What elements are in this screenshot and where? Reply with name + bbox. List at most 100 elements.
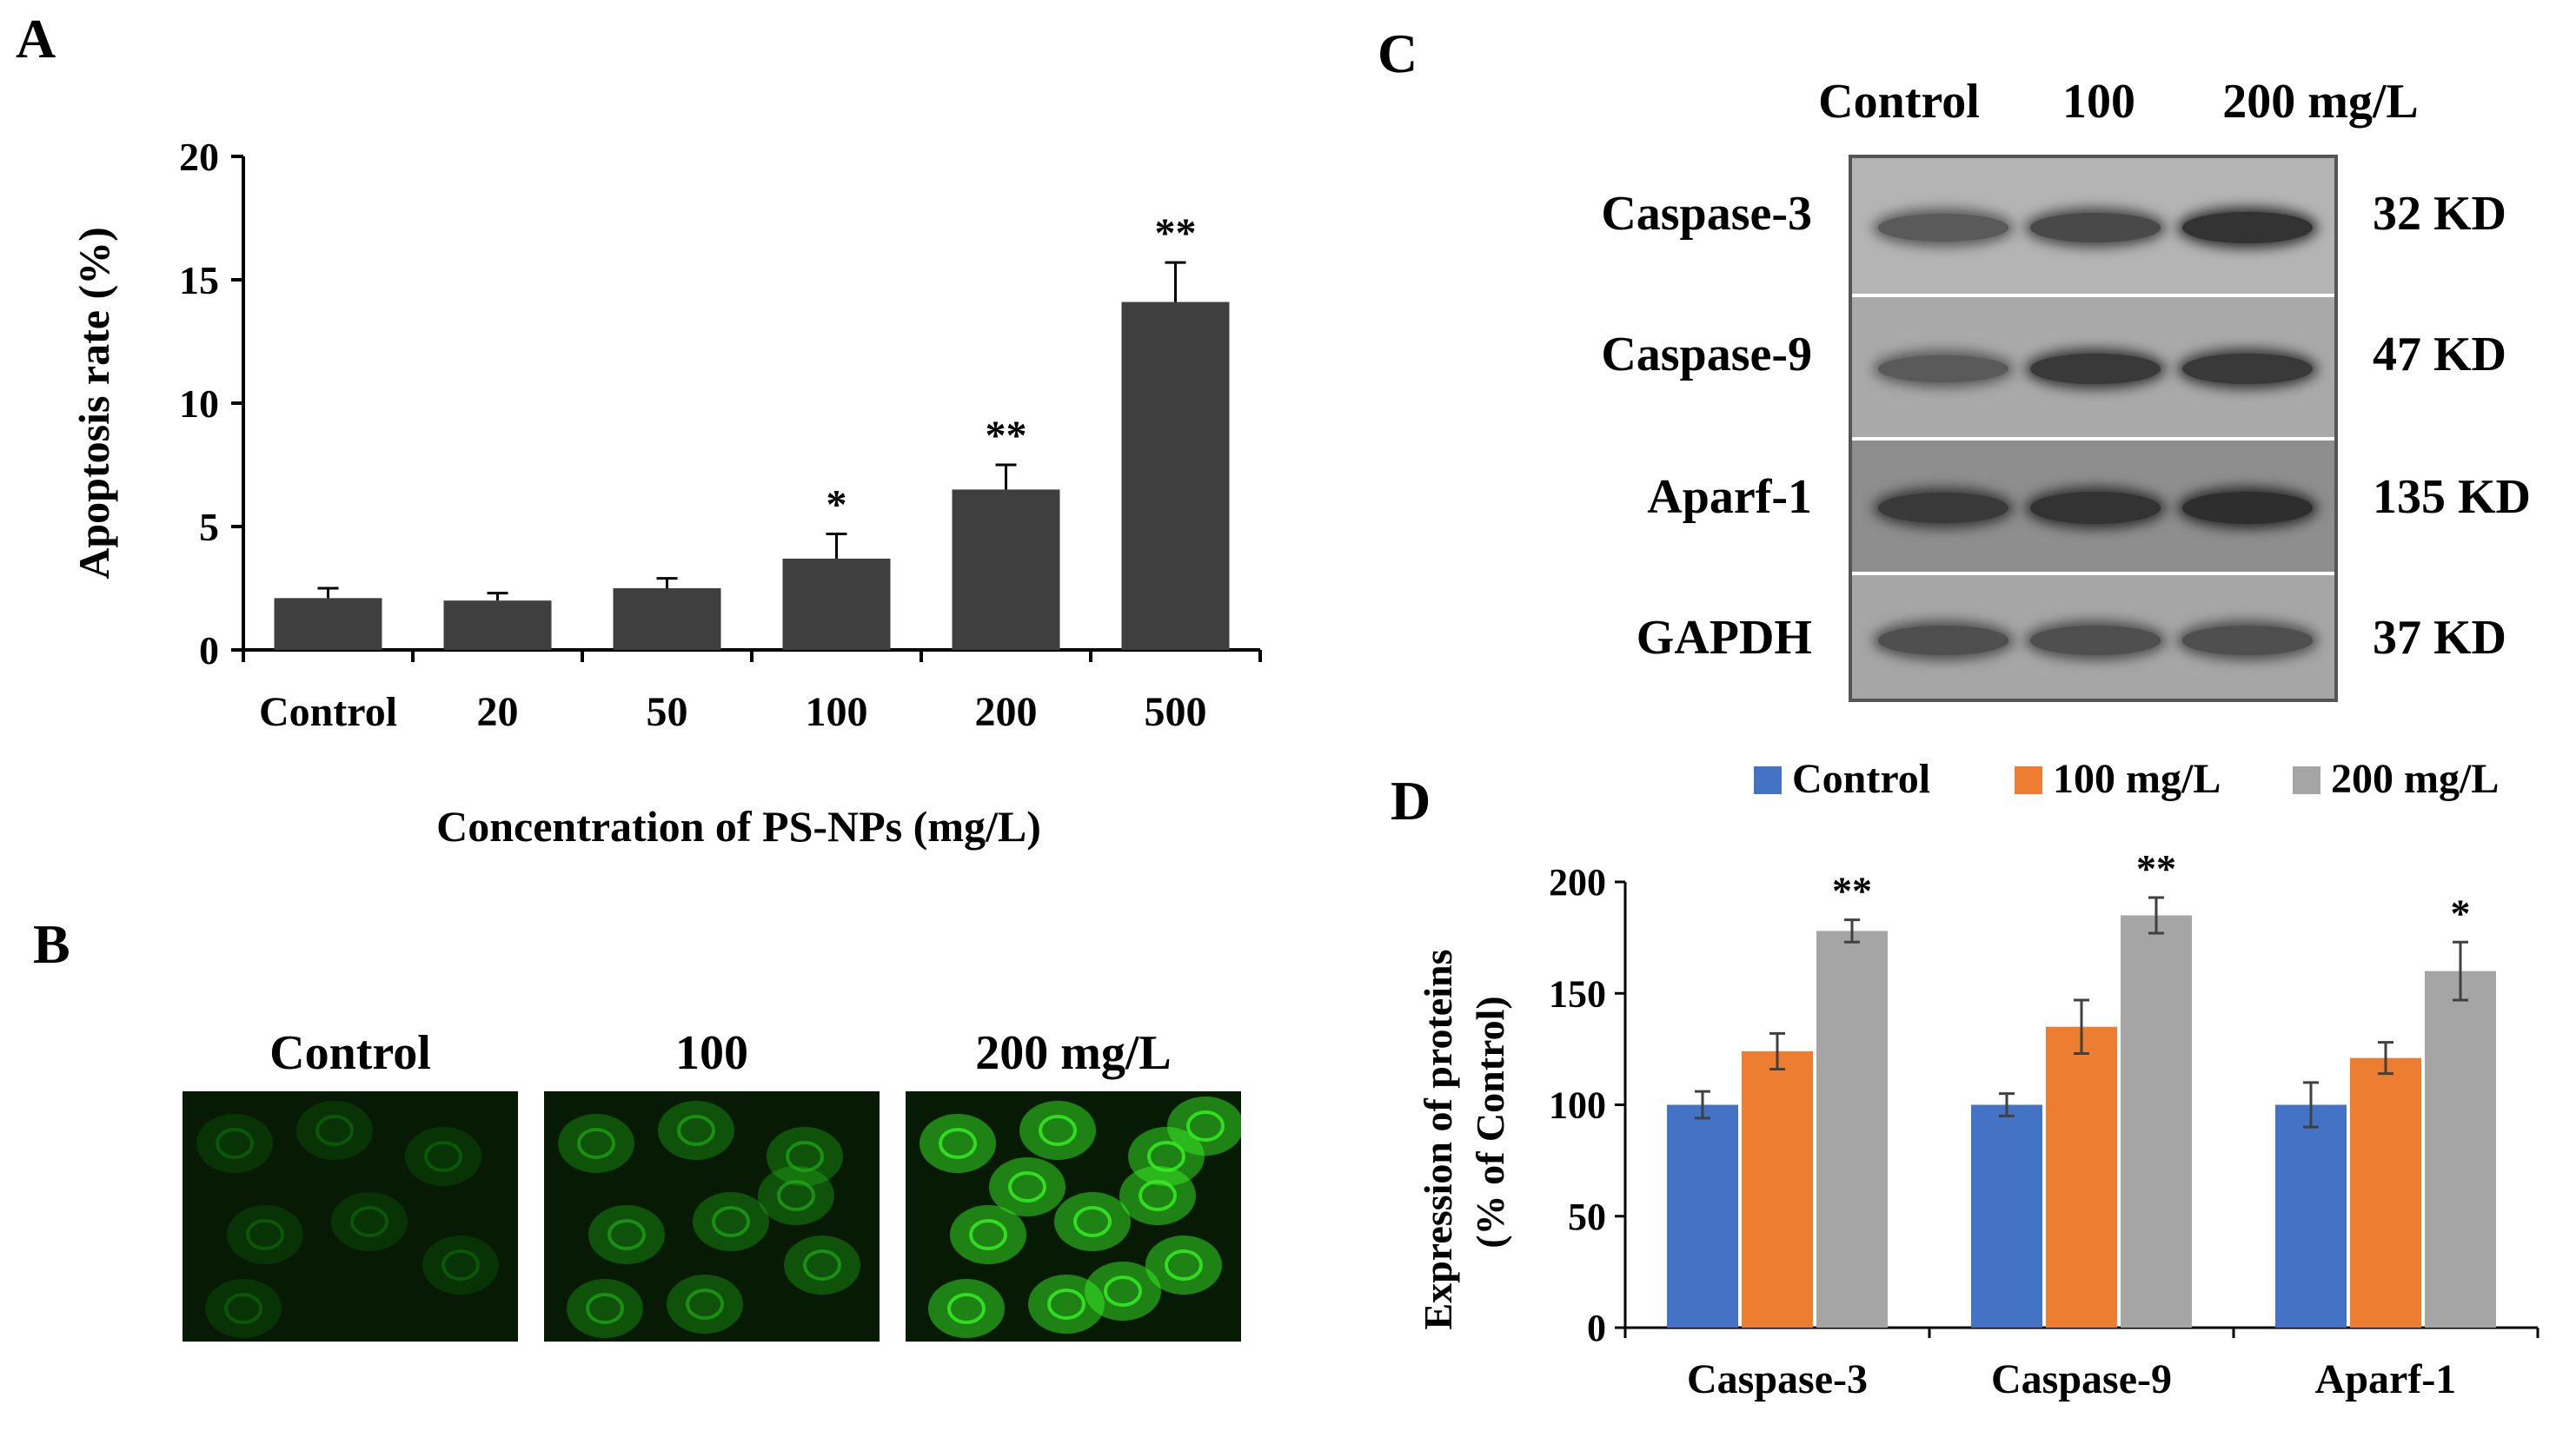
blot-band [2030,213,2161,242]
cell-nucleus [216,1128,254,1159]
cell-nucleus [1139,1180,1177,1211]
cell-nucleus [577,1128,615,1159]
legend-swatch [2293,766,2320,794]
y-tick-label: 200 [1549,861,1606,904]
significance-marker: ** [2136,846,2176,891]
x-tick-label: 200 [975,689,1038,735]
blot-band [2030,353,2161,385]
cell-nucleus [1104,1276,1142,1307]
cell-cytoplasm [205,1279,282,1338]
bar [1971,1104,2042,1328]
cell-cytoplasm [227,1205,303,1264]
cell-nucleus [803,1249,841,1281]
cell-nucleus [1047,1289,1086,1320]
cell-cytoplasm [1019,1101,1096,1160]
cell-cytoplasm [667,1275,743,1334]
y-tick-label: 5 [199,505,219,549]
y-tick-label: 10 [179,381,219,426]
cell-cytoplasm [1054,1192,1131,1251]
x-axis-title: Concentration of PS-NPs (mg/L) [436,802,1041,851]
y-tick-label: 150 [1549,972,1606,1015]
cell-cytoplasm [920,1114,996,1173]
bar [782,558,891,650]
cell-cytoplasm [567,1279,643,1338]
cell-nucleus [315,1115,354,1146]
lane-label-100: 100 [2062,75,2135,129]
cell-nucleus [224,1293,262,1324]
significance-marker: ** [986,413,1027,459]
legend-swatch [2015,766,2042,794]
cell-nucleus [677,1115,715,1146]
y-tick-label: 20 [179,135,219,179]
bar [1667,1104,1738,1328]
blot-band [2182,353,2313,385]
chart-a-apoptosis-rate: 0 5 10 15 20 Control 20 50 100 * 200 ** 500 ** Concent… [70,135,1262,851]
x-tick-label: Caspase-9 [1991,1356,2172,1402]
cell-nucleus [607,1219,646,1250]
bar [1816,931,1888,1328]
micrograph-200 [906,1091,1241,1342]
lane-label-200: 200 mg/L [2222,75,2419,129]
kd-label-caspase9: 47 KD [2373,328,2506,381]
cell-cytoplasm [928,1279,1005,1338]
bar [2275,1104,2347,1328]
blot-row-label-caspase3: Caspase-3 [1601,187,1812,241]
bar [1121,302,1230,650]
blot-band [2030,626,2161,655]
y-axis-title: Apoptosis rate (%) [70,227,118,580]
panel-letter-d: D [1391,770,1431,832]
y-tick-label: 100 [1549,1084,1606,1127]
panel-letter-b: B [33,913,70,975]
micrograph-control [183,1091,518,1342]
bar [274,598,382,650]
cell-nucleus [1147,1141,1185,1172]
cell-cytoplasm [405,1127,481,1186]
panel-letter-a: A [16,8,56,70]
bar [1742,1050,1813,1328]
micrograph-100 [544,1091,880,1342]
cell-cytoplasm [588,1205,665,1264]
blot-row-label-aparf1: Aparf-1 [1647,470,1812,524]
bar [2425,971,2496,1328]
cell-nucleus [1039,1115,1077,1146]
blot-band [2182,211,2313,244]
cell-nucleus [350,1206,388,1237]
y-tick-label: 0 [199,628,219,673]
x-tick-label: 20 [477,689,519,735]
cell-cytoplasm [422,1236,499,1295]
cell-nucleus [1165,1249,1203,1281]
bar [2046,1026,2117,1328]
legend-label: 200 mg/L [2331,756,2499,802]
cell-cytoplasm [1128,1127,1205,1186]
x-tick-label: 100 [806,689,868,735]
blot-band [1878,214,2008,242]
bar [613,588,721,650]
x-tick-label: Caspase-3 [1687,1356,1868,1402]
blot-row-label-caspase9: Caspase-9 [1601,328,1812,381]
cell-cytoplasm [989,1157,1066,1216]
micrograph-label-200: 200 mg/L [975,1026,1172,1080]
y-axis-title-2: (% of Control) [1468,996,1512,1248]
blot-band [2182,491,2313,525]
cell-nucleus [1186,1110,1225,1142]
micrograph-label-100: 100 [675,1026,748,1080]
blot-strip [1852,441,2334,575]
blot-strip [1852,575,2334,699]
chart-d-protein-expression: 0 50 100 150 200 ** Caspase-3 ** Caspase-9 * Aparf… [1416,756,2539,1402]
cell-nucleus [424,1141,462,1172]
bar [2121,915,2192,1328]
cell-nucleus [712,1206,750,1237]
bar [443,600,552,650]
bar [952,489,1060,650]
x-tick-label: 500 [1145,689,1207,735]
cell-cytoplasm [950,1205,1026,1264]
cell-nucleus [777,1180,815,1211]
significance-marker: * [827,482,847,528]
blot-band [2182,626,2313,655]
micrograph-label-control: Control [269,1026,431,1080]
blot-image [1849,155,2338,702]
legend-label: 100 mg/L [2053,756,2221,802]
significance-marker: * [2451,891,2471,935]
blot-strip [1852,297,2334,441]
cell-cytoplasm [1167,1097,1241,1156]
